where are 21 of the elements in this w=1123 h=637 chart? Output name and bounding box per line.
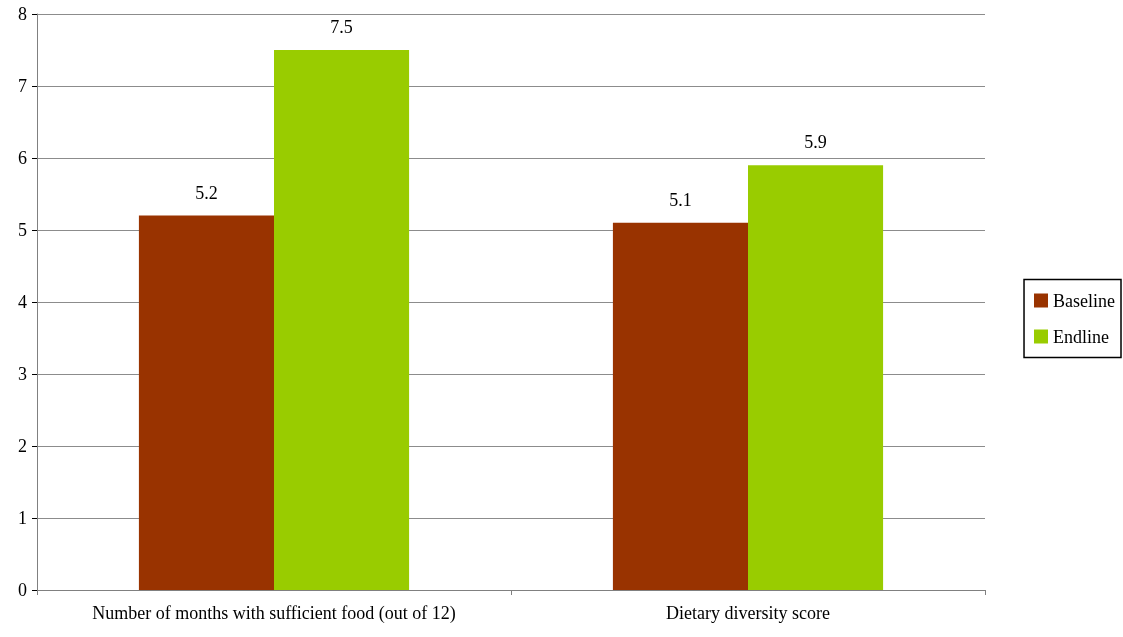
y-tick-label: 6 [18,148,27,168]
legend-label: Baseline [1053,290,1116,311]
y-tick-label: 7 [18,76,27,96]
y-tick-label: 2 [18,436,27,456]
x-tick-label: Number of months with sufficient food (out of 12) [92,603,456,624]
bar [748,165,884,590]
data-label: 5.2 [195,182,218,203]
data-label: 5.1 [669,189,692,210]
y-tick-label: 4 [18,292,27,312]
legend-label: Endline [1053,326,1110,347]
y-tick-label: 0 [18,580,27,600]
x-tick-label: Dietary diversity score [666,603,830,623]
bar [138,215,274,590]
y-tick-label: 5 [18,220,27,240]
y-tick-label: 8 [18,4,27,24]
y-tick-label: 3 [18,364,27,384]
y-tick-label: 1 [18,508,27,528]
data-label: 5.9 [804,132,827,153]
bar [612,222,748,590]
bar [274,50,410,590]
data-label: 7.5 [330,17,353,37]
